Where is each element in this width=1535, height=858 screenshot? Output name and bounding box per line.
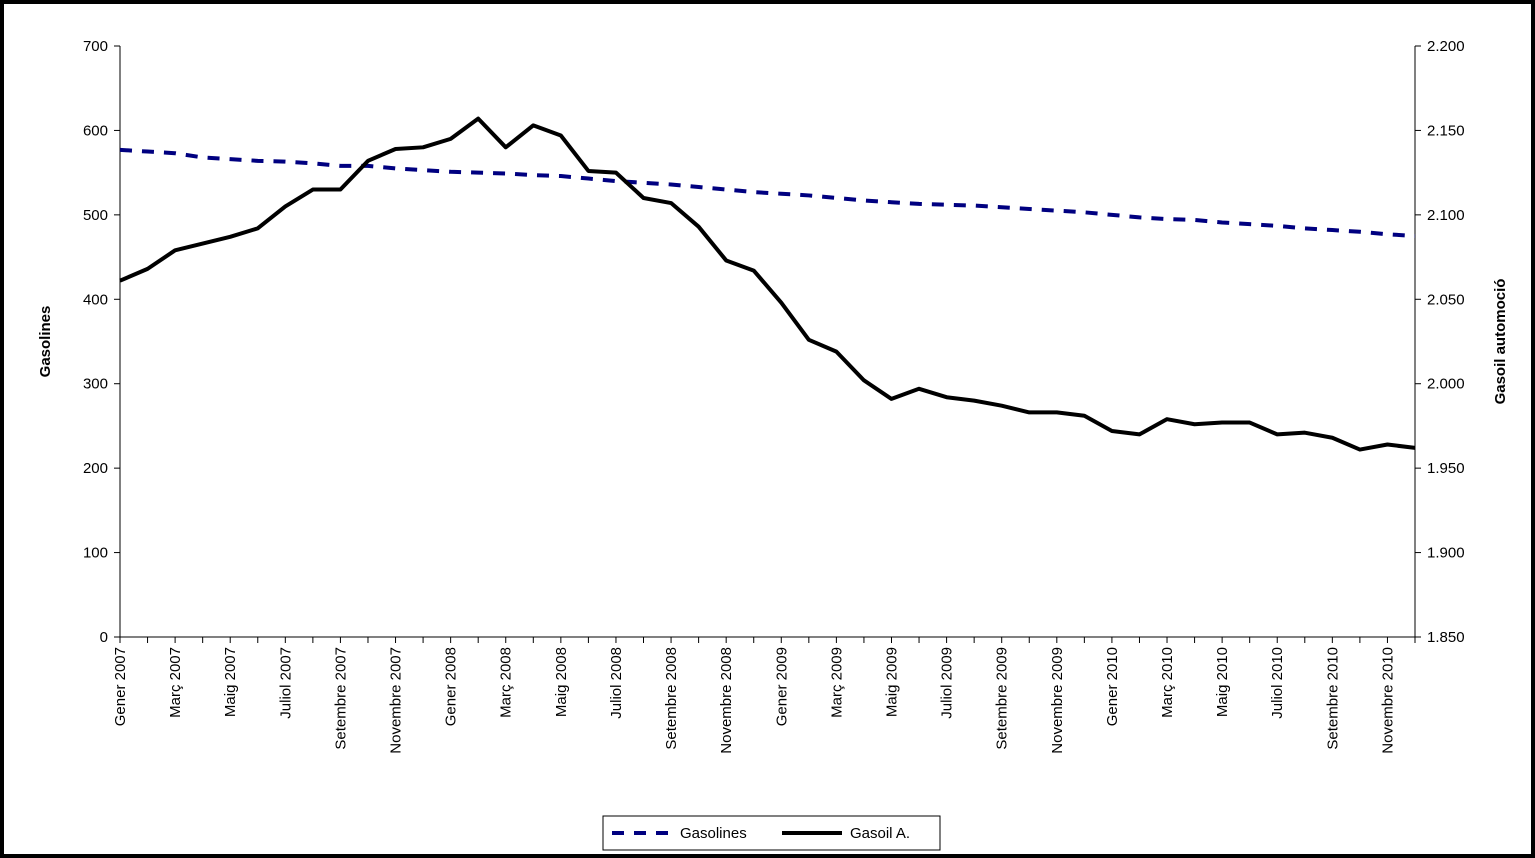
x-tick-label: Gener 2007 [112,647,129,726]
y-tick-label: 0 [100,629,108,646]
x-tick-label: Març 2009 [828,647,845,718]
x-tick-label: Setembre 2009 [994,647,1011,750]
x-tick-label: Març 2007 [167,647,184,718]
y2-tick-label: 1.900 [1427,545,1465,562]
y-tick-label: 200 [83,460,108,477]
x-tick-label: Novembre 2010 [1379,647,1396,754]
series-line [119,147,1416,238]
x-tick-label: Maig 2008 [553,647,570,717]
y-tick-label: 300 [83,376,108,393]
x-tick-label: Maig 2010 [1214,647,1231,717]
y2-tick-label: 1.950 [1427,460,1465,477]
legend-label: Gasoil A. [850,825,910,842]
y-tick-label: 500 [83,207,108,224]
x-tick-label: Gener 2010 [1104,647,1121,726]
y2-tick-label: 2.200 [1427,38,1465,55]
x-tick-label: Novembre 2007 [388,647,405,754]
y-axis-title: Gasolines [37,306,54,378]
x-tick-label: Juliol 2009 [939,647,956,719]
x-tick-label: Setembre 2008 [663,647,680,750]
x-tick-label: Setembre 2007 [332,647,349,750]
y-tick-label: 600 [83,122,108,139]
x-tick-label: Juliol 2007 [277,647,294,719]
y2-tick-label: 1.850 [1427,629,1465,646]
series-line [119,116,1416,452]
x-tick-label: Novembre 2009 [1049,647,1066,754]
x-tick-label: Gener 2008 [443,647,460,726]
x-tick-label: Maig 2009 [883,647,900,717]
y-tick-label: 100 [83,545,108,562]
y-tick-label: 400 [83,291,108,308]
y2-tick-label: 2.050 [1427,291,1465,308]
x-tick-label: Juliol 2010 [1269,647,1286,719]
x-tick-label: Novembre 2008 [718,647,735,754]
x-tick-label: Setembre 2010 [1324,647,1341,750]
legend-label: Gasolines [680,825,747,842]
y2-tick-label: 2.100 [1427,207,1465,224]
x-tick-label: Març 2010 [1159,647,1176,718]
y2-tick-label: 2.000 [1427,376,1465,393]
y-tick-label: 700 [83,38,108,55]
x-tick-label: Maig 2007 [222,647,239,717]
y2-axis-title: Gasoil automoció [1492,279,1509,405]
x-tick-label: Gener 2009 [773,647,790,726]
x-tick-label: Juliol 2008 [608,647,625,719]
x-tick-label: Març 2008 [498,647,515,718]
y2-tick-label: 2.150 [1427,122,1465,139]
